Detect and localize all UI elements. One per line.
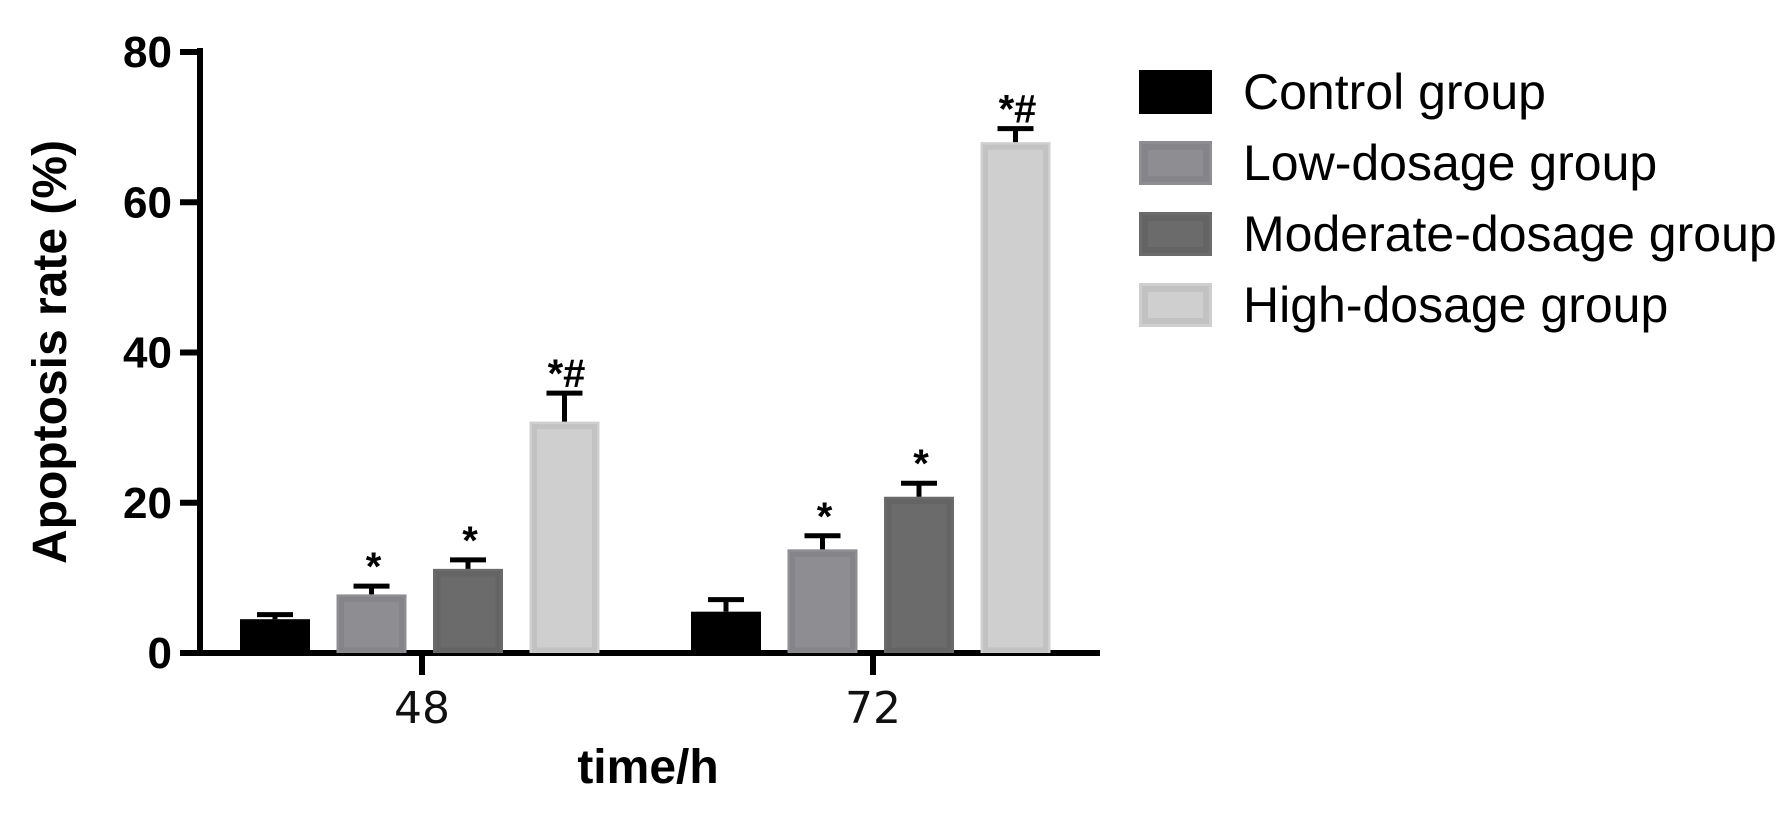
significance-mark: * xyxy=(462,519,478,563)
bar-control-group-72 xyxy=(691,611,761,653)
error-bar xyxy=(804,533,841,550)
legend: Control group Low-dosage group Moderate-do… xyxy=(1139,64,1777,333)
legend-label: High-dosage group xyxy=(1243,277,1668,333)
legend-label: Control group xyxy=(1243,64,1546,120)
y-tick-label: 0 xyxy=(148,629,172,678)
y-tick-label: 80 xyxy=(123,28,172,77)
legend-swatch xyxy=(1139,212,1212,256)
error-bar xyxy=(901,480,937,497)
error-bar xyxy=(708,597,744,612)
bar-high-dosage-group-48 xyxy=(529,421,600,653)
bar-moderate-dosage-group-48 xyxy=(433,568,503,653)
bar-control-group-48 xyxy=(240,619,310,653)
bar-low-dosage-group-72 xyxy=(787,549,858,653)
bar-inner-shade xyxy=(435,571,501,653)
y-ticks: 0 20 40 60 80 xyxy=(123,28,200,678)
y-axis-title: Apoptosis rate (%) xyxy=(24,140,77,564)
bar-high-dosage-group-72 xyxy=(980,142,1051,653)
x-tick-label: 48 xyxy=(394,683,450,734)
legend-swatch xyxy=(1139,283,1212,327)
bar-inner-shade xyxy=(532,424,597,653)
legend-label: Moderate-dosage group xyxy=(1243,206,1777,262)
y-tick-label: 60 xyxy=(123,178,172,227)
x-tick-label: 72 xyxy=(845,683,901,734)
legend-label: Low-dosage group xyxy=(1243,135,1657,191)
legend-swatch-shade xyxy=(1142,215,1209,253)
legend-swatch xyxy=(1139,70,1212,114)
y-tick-label: 20 xyxy=(123,479,172,528)
error-bar xyxy=(997,126,1034,143)
legend-swatch-shade xyxy=(1142,286,1209,324)
y-tick-label: 40 xyxy=(123,329,172,378)
bar-inner-shade xyxy=(790,551,855,653)
legend-swatch-shade xyxy=(1142,144,1209,182)
bar-moderate-dosage-group-72 xyxy=(884,496,954,653)
significance-mark: * xyxy=(913,442,929,486)
x-axis-title: time/h xyxy=(577,741,718,794)
bar-inner-shade xyxy=(886,499,952,653)
bars xyxy=(240,142,1051,653)
bar-inner-shade xyxy=(339,596,404,653)
significance-mark: * xyxy=(366,545,382,589)
error-bar xyxy=(450,557,486,569)
error-bar xyxy=(546,390,583,422)
significance-mark: *# xyxy=(999,88,1037,132)
x-ticks: 48 72 xyxy=(394,653,901,734)
bar-low-dosage-group-48 xyxy=(336,594,407,653)
error-bars xyxy=(257,126,1034,620)
axes xyxy=(197,48,1100,656)
error-bar xyxy=(353,583,390,595)
significance-mark: *# xyxy=(548,352,586,396)
significance-marks: * * *# * * *# xyxy=(366,88,1037,590)
error-bar xyxy=(257,612,293,620)
bar-inner-shade xyxy=(983,144,1048,653)
legend-swatch xyxy=(1139,141,1212,185)
significance-mark: * xyxy=(817,495,833,539)
